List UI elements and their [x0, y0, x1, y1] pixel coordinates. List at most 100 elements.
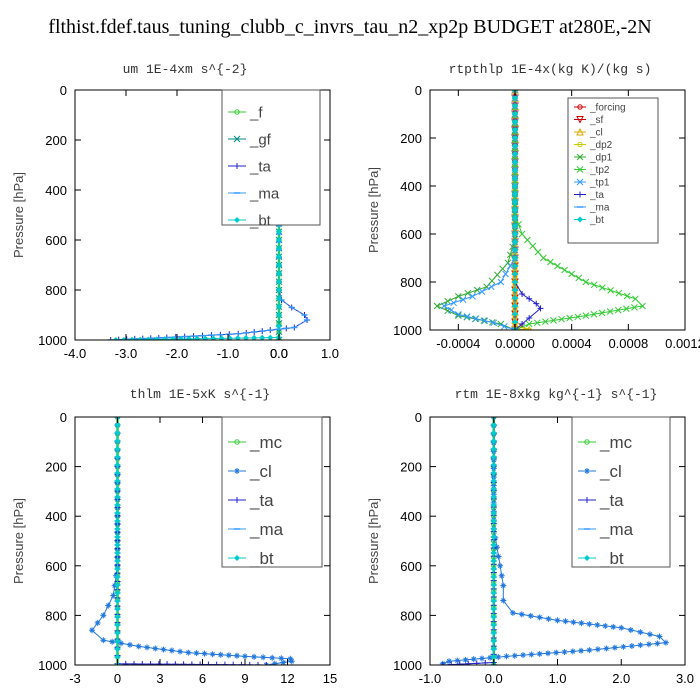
legend: _mc _cl _ta _ma _bt [221, 416, 323, 568]
data-point-tp2 [533, 319, 541, 327]
data-point-cl [89, 627, 95, 634]
data-point-tp2 [598, 309, 606, 317]
data-point-tp2 [568, 270, 576, 278]
data-point-bt [490, 430, 497, 436]
data-point-bt [490, 526, 497, 532]
data-point-tp2 [582, 312, 590, 319]
data-point-bt [275, 334, 282, 340]
data-point-bt [186, 335, 193, 340]
legend-marker [577, 216, 583, 223]
data-point-bt [490, 454, 497, 460]
data-point-cl [493, 544, 500, 551]
data-point-bt [512, 175, 518, 181]
data-point-cl [225, 652, 232, 659]
data-point-ta [533, 300, 540, 307]
legend-marker [577, 104, 583, 110]
data-point-bt [114, 638, 121, 644]
data-point-ta [155, 661, 162, 665]
data-point-bt [276, 295, 282, 302]
data-point-tp2 [590, 281, 598, 289]
data-point-bt [177, 336, 184, 340]
data-point-cl [233, 652, 240, 659]
data-point-bt [275, 323, 282, 330]
data-point-ta [526, 295, 533, 302]
legend: _mc _cl _ta _ma _bt [571, 416, 671, 568]
x-tick-label: 0.0012 [665, 336, 700, 351]
data-point-bt [490, 486, 497, 492]
y-tick-label: 0 [60, 83, 67, 98]
data-point-ta [473, 660, 480, 665]
data-point-bt [490, 614, 497, 620]
data-point-tp2 [542, 318, 549, 325]
data-point-cl [561, 648, 568, 655]
legend-marker [577, 191, 583, 198]
data-point-bt [512, 223, 518, 229]
series-line-dp1 [435, 90, 516, 330]
data-point-cl [610, 623, 617, 630]
data-point-bt [218, 335, 225, 340]
y-tick-label: 200 [45, 460, 67, 475]
legend-marker [576, 166, 584, 173]
legend-marker [584, 439, 590, 445]
data-point-cl [628, 642, 635, 649]
data-point-bt [512, 95, 518, 101]
x-tick-label: 9 [241, 671, 248, 686]
data-point-tp2 [561, 266, 568, 274]
y-tick-label: 1000 [38, 333, 67, 348]
data-point-dp1 [444, 297, 452, 305]
y-tick-label: 0 [60, 410, 67, 425]
data-point-bt [161, 336, 168, 340]
data-point-cl [528, 651, 535, 658]
data-point-bt [114, 606, 121, 612]
data-point-bt [145, 336, 152, 340]
data-point-tp2 [558, 315, 565, 323]
data-point-bt [202, 335, 209, 340]
y-axis-label: Pressure [hPa] [11, 172, 26, 258]
legend-marker [576, 178, 584, 186]
data-point-ta [164, 661, 171, 665]
data-point-tp1 [450, 299, 457, 307]
data-point-bt [114, 654, 121, 660]
data-point-cl [152, 645, 159, 652]
data-point-ta [519, 291, 526, 297]
x-tick-label: 3 [156, 671, 163, 686]
data-point-tp1 [506, 262, 514, 270]
legend-label: _bt [249, 549, 274, 568]
series-line-ta [514, 90, 542, 330]
x-tick-label: -3 [69, 671, 81, 686]
data-point-bt [512, 167, 518, 173]
data-point-ta [107, 337, 114, 340]
data-point-tp1 [469, 293, 476, 300]
data-point-cl [288, 658, 295, 665]
legend-marker [576, 153, 584, 161]
data-point-bt [490, 478, 497, 484]
data-point-cl [100, 637, 107, 644]
data-point-bt [251, 334, 258, 340]
y-tick-label: 200 [45, 133, 67, 148]
data-point-cl [603, 645, 610, 652]
data-point-bt [512, 239, 518, 245]
y-tick-label: 600 [45, 559, 67, 574]
data-point-bt [259, 334, 266, 340]
data-point-bt [114, 502, 121, 508]
data-point-tp1 [472, 315, 480, 322]
data-point-bt [512, 119, 518, 125]
data-point-bt [114, 486, 121, 492]
data-point-cl [654, 640, 661, 647]
data-point-bt [512, 103, 518, 109]
data-point-tp1 [440, 302, 448, 310]
legend-label: _mc [249, 433, 283, 452]
legend-marker [584, 468, 590, 474]
data-point-cl [656, 633, 663, 640]
data-point-cl [242, 653, 248, 660]
y-tick-label: 400 [45, 183, 67, 198]
data-point-tp2 [525, 320, 533, 328]
data-point-tp2 [550, 317, 557, 324]
data-point-cl [536, 614, 543, 621]
y-axis-label: Pressure [hPa] [11, 498, 26, 584]
x-tick-label: 2.0 [612, 671, 630, 686]
data-point-cl [544, 650, 551, 657]
data-point-cl [478, 655, 485, 662]
data-point-bt [490, 566, 497, 572]
data-point-tp2 [518, 230, 526, 238]
